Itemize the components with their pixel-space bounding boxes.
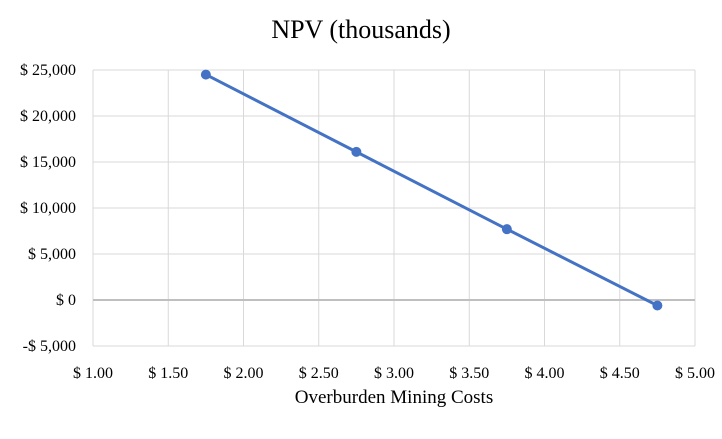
y-tick-label: $ 20,000 — [20, 108, 76, 125]
x-axis-title: Overburden Mining Costs — [295, 387, 493, 408]
series-line — [204, 73, 659, 308]
y-tick-label: $ 0 — [56, 292, 76, 309]
data-point — [501, 224, 512, 235]
y-tick-label: $ 5,000 — [28, 246, 76, 263]
x-tick-label: $ 3.00 — [374, 365, 414, 382]
x-axis-tick-labels: $ 1.00 $ 1.50 $ 2.00 $ 2.50 $ 3.00 $ 3.50 $ 4.… — [73, 365, 715, 382]
y-tick-label: -$ 5,000 — [23, 338, 76, 355]
data-point — [200, 69, 211, 80]
chart-title: NPV (thousands) — [271, 15, 450, 44]
data-point — [351, 146, 362, 157]
gridlines — [92, 69, 696, 347]
x-tick-label: $ 4.00 — [525, 365, 565, 382]
y-tick-label: $ 10,000 — [20, 200, 76, 217]
x-tick-label: $ 1.00 — [73, 365, 113, 382]
y-tick-label: $ 25,000 — [20, 62, 76, 79]
x-tick-label: $ 1.50 — [148, 365, 188, 382]
x-tick-label: $ 2.00 — [224, 365, 264, 382]
y-axis-tick-labels: $ 25,000 $ 20,000 $ 15,000 $ 10,000 $ 5,000 $… — [20, 62, 76, 355]
x-tick-label: $ 2.50 — [299, 365, 339, 382]
x-tick-label: $ 4.50 — [600, 365, 640, 382]
x-tick-label: $ 5.00 — [675, 365, 715, 382]
x-tick-label: $ 3.50 — [449, 365, 489, 382]
data-point — [652, 300, 663, 311]
data-series — [200, 69, 663, 311]
y-tick-label: $ 15,000 — [20, 154, 76, 171]
